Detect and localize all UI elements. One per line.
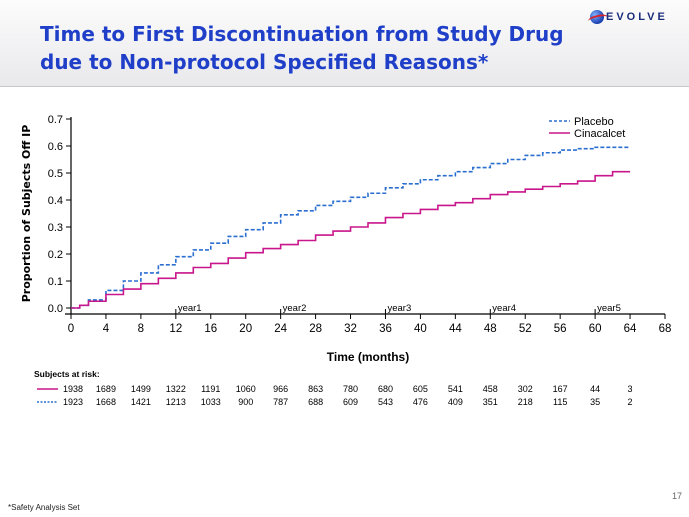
at-risk-value: 863	[308, 384, 323, 394]
x-tick-label: 12	[169, 323, 182, 335]
at-risk-value: 218	[518, 397, 533, 407]
evolve-logo: EVOLVE	[587, 9, 684, 27]
at-risk-value: 1668	[96, 397, 116, 407]
y-tick-label: 0.1	[48, 276, 63, 288]
at-risk-value: 609	[343, 397, 358, 407]
at-risk-value: 167	[553, 384, 568, 394]
at-risk-value: 780	[343, 384, 358, 394]
x-tick-label: 48	[484, 323, 497, 335]
x-tick-label: 4	[103, 323, 110, 335]
y-tick-label: 0.0	[48, 303, 63, 315]
footnote: *Safety Analysis Set	[8, 503, 80, 512]
at-risk-value: 1421	[131, 397, 151, 407]
at-risk-value: 1033	[201, 397, 221, 407]
y-tick-label: 0.6	[48, 141, 63, 153]
at-risk-value: 787	[273, 397, 288, 407]
at-risk-title: Subjects at risk:	[34, 369, 100, 379]
at-risk-value: 115	[553, 397, 567, 407]
logo-text: EVOLVE	[606, 11, 668, 23]
x-tick-label: 8	[138, 323, 144, 335]
y-tick-label: 0.4	[48, 195, 63, 207]
y-tick-label: 0.7	[48, 114, 63, 126]
year-marker-label: year3	[387, 303, 411, 314]
at-risk-value: 1499	[131, 384, 151, 394]
slide-header: Time to First Discontinuation from Study…	[0, 0, 689, 87]
at-risk-value: 900	[238, 397, 253, 407]
chart-series	[71, 146, 631, 309]
at-risk-value: 541	[448, 384, 463, 394]
x-tick-label: 16	[204, 323, 217, 335]
y-tick-label: 0.5	[48, 168, 63, 180]
at-risk-value: 1191	[201, 384, 220, 394]
chart-axes: 0.00.10.20.30.40.50.60.70 4 8 12 16 20 24 28 32 3…	[20, 114, 671, 364]
series-line-placebo	[71, 146, 631, 309]
x-tick-label: 60	[589, 323, 602, 335]
at-risk-value: 302	[518, 384, 533, 394]
globe-icon	[590, 10, 604, 24]
at-risk-value: 409	[448, 397, 463, 407]
at-risk-value: 605	[413, 384, 428, 394]
legend-label-placebo: Placebo	[574, 116, 614, 128]
year-marker-label: year1	[178, 303, 202, 314]
x-tick-label: 64	[624, 323, 637, 335]
page-number: 17	[672, 491, 683, 501]
at-risk-value: 680	[378, 384, 393, 394]
at-risk-value: 1689	[96, 384, 116, 394]
at-risk-value: 351	[483, 397, 498, 407]
x-tick-label: 68	[659, 323, 672, 335]
at-risk-value: 44	[590, 384, 600, 394]
series-line-cinacalcet	[71, 170, 631, 309]
x-tick-label: 56	[554, 323, 567, 335]
title-line-1: Time to First Discontinuation from Study…	[40, 22, 564, 46]
x-tick-label: 32	[344, 323, 357, 335]
x-tick-label: 24	[274, 323, 287, 335]
at-risk-value: 1923	[63, 397, 83, 407]
title-line-2: due to Non-protocol Specified Reasons*	[40, 50, 489, 74]
at-risk-value: 2	[628, 397, 633, 407]
at-risk-value: 688	[308, 397, 323, 407]
year-marker-label: year4	[492, 303, 516, 314]
at-risk-value: 1213	[166, 397, 186, 407]
x-tick-label: 52	[519, 323, 532, 335]
at-risk-value: 1060	[236, 384, 256, 394]
y-tick-label: 0.2	[48, 249, 63, 261]
at-risk-table: Subjects at risk: 1938 1689 1499 1322 1191 106…	[34, 369, 633, 407]
at-risk-value: 35	[590, 397, 600, 407]
at-risk-value: 1322	[166, 384, 186, 394]
x-tick-label: 0	[68, 323, 74, 335]
x-axis-title: Time (months)	[327, 350, 409, 364]
at-risk-value: 966	[273, 384, 288, 394]
legend-label-cinacalcet: Cinacalcet	[574, 128, 625, 140]
at-risk-value: 1938	[63, 384, 83, 394]
y-tick-label: 0.3	[48, 222, 63, 234]
slide-title: Time to First Discontinuation from Study…	[40, 20, 600, 76]
at-risk-value: 3	[628, 384, 633, 394]
at-risk-value: 476	[413, 397, 428, 407]
at-risk-value: 458	[483, 384, 498, 394]
x-tick-label: 20	[239, 323, 252, 335]
x-tick-label: 28	[309, 323, 322, 335]
year-marker-label: year2	[283, 303, 307, 314]
year-marker-label: year5	[597, 303, 621, 314]
at-risk-value: 543	[378, 397, 393, 407]
year-markers: year1 year2 year3 year4 year5	[175, 303, 621, 314]
x-tick-label: 44	[449, 323, 462, 335]
y-axis-title: Proportion of Subjects Off IP	[20, 125, 33, 303]
x-tick-label: 36	[379, 323, 392, 335]
x-tick-label: 40	[414, 323, 427, 335]
